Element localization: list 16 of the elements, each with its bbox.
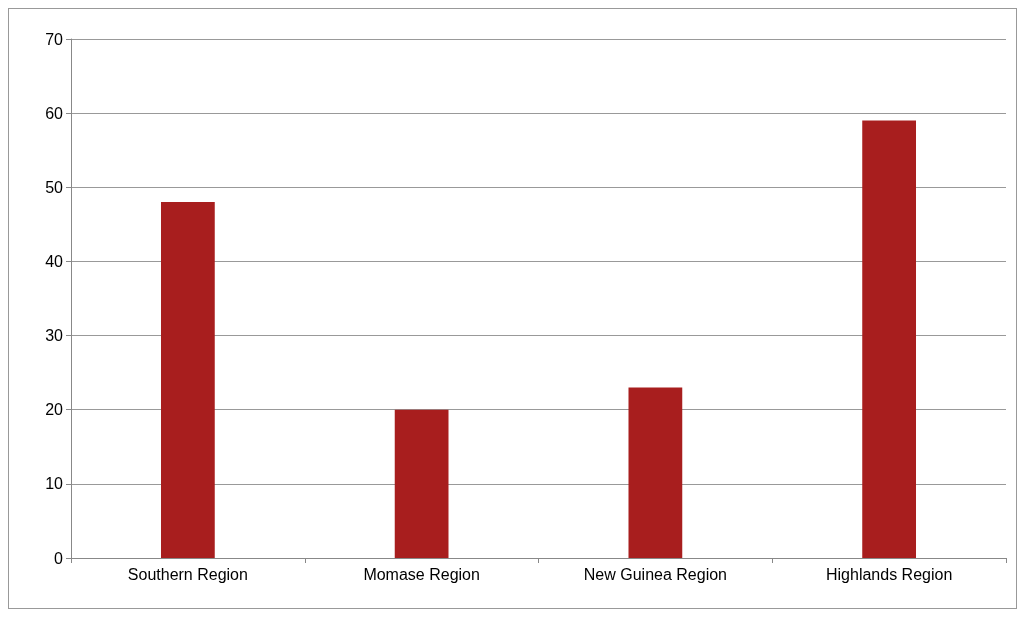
y-tick-label: 20 bbox=[45, 401, 64, 419]
y-tick-label: 0 bbox=[54, 549, 64, 567]
y-tick-label: 50 bbox=[45, 178, 64, 196]
y-tick-label: 60 bbox=[45, 104, 64, 122]
bar bbox=[160, 202, 215, 558]
bar bbox=[394, 409, 449, 558]
x-tick-label: Southern Region bbox=[127, 565, 248, 583]
y-tick-label: 40 bbox=[45, 252, 64, 270]
y-tick-label: 30 bbox=[45, 327, 64, 345]
x-tick-label: Momase Region bbox=[363, 565, 480, 583]
y-tick-label: 10 bbox=[45, 475, 64, 493]
x-tick-label: Highlands Region bbox=[825, 565, 953, 583]
bar bbox=[628, 387, 683, 558]
x-tick-label: New Guinea Region bbox=[583, 565, 727, 583]
y-tick-label: 70 bbox=[45, 30, 64, 48]
bar bbox=[862, 120, 917, 558]
